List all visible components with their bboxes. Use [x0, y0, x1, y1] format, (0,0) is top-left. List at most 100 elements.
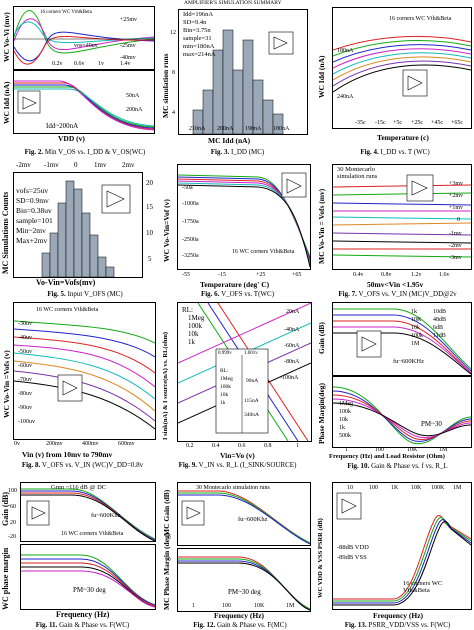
fig3-stat-3: Bin=3.75n	[183, 27, 211, 34]
fig13-caption-text: PSRR_VDD/VSS vs. F(WC)	[368, 621, 451, 629]
fig7-tick-y-5: -1mv	[449, 231, 462, 237]
fig11-gain-note: Gmn ~116 dB @ DC	[51, 484, 107, 491]
fig13-caption-num: Fig. 13.	[344, 621, 367, 629]
fig7-note: 30 Montecarlo simulation runs	[337, 166, 378, 180]
fig9-tick-y-3: -60nA	[284, 343, 300, 349]
fig2-tick-y-2: -25mv	[120, 43, 136, 49]
fig2-tick-y-3: -40mv	[120, 55, 136, 61]
fig7-tick-y-3: +1mv	[449, 205, 464, 211]
fig8-tick-y-1: -30uv	[18, 321, 32, 327]
fig12-bottom-plot: PM~30 deg 1 100 10K 1M	[177, 548, 311, 612]
fig4-tick-y-1: 180nA	[337, 48, 354, 54]
fig3-plot: Idd=196nA SD=9.4n Bin=3.75n sample=31 mi…	[178, 9, 308, 135]
fig10-pm-label-3: 10k	[339, 417, 348, 423]
fig7-tick-y-4: 0	[457, 217, 460, 223]
fig8-tick-y-5: -70uv	[18, 377, 32, 383]
fig2-tick-x-2: 0.6v	[74, 61, 85, 67]
fig8-xlabel: Vin (v) from 10mv to 790mv	[22, 450, 113, 459]
fig2-tick-x-1: 0.2v	[52, 61, 63, 67]
fig9-caption-num: Fig. 9.	[178, 461, 198, 469]
fig2-tick-x-4: 1.4v	[120, 61, 131, 67]
fig9-tick-x-5: 1	[296, 443, 299, 449]
fig9-inset-10: 340nA	[244, 412, 259, 418]
fig4-tick-x-2: -15c	[375, 120, 386, 126]
fig3-tick-x-2: 200nA	[217, 126, 234, 132]
fig8-tick-y-3: -50uv	[18, 349, 32, 355]
fig10-bottom-svg	[333, 386, 471, 445]
fig4-caption-text: I_DD vs. T (WC)	[380, 148, 430, 156]
fig5-top-tick-2: -1mv	[44, 161, 59, 169]
fig8-tick-y-7: -90uv	[18, 405, 32, 411]
fig9-ylabel: I sink(nA) & I source(nA) vs. RL(ohm)	[162, 331, 169, 440]
fig10-pm-label-5: 500k	[339, 433, 351, 439]
fig3-stat-6: max=214nA	[183, 51, 216, 58]
fig9-rl-4: 10k	[188, 330, 199, 338]
fig6-tick-x-4: +65	[292, 272, 302, 278]
fig3-tick-x-1: 210nA	[189, 126, 206, 132]
fig8-tick-x-2: 200mv	[46, 441, 63, 447]
fig12-xlabel: Frequency (Hz)	[214, 611, 265, 620]
fig10-tick-x-3: 10K	[407, 447, 418, 453]
fig2-bottom-tick-y-2: 200nA	[126, 107, 143, 113]
fig12-caption: Fig. 12. Gain & Phase vs. F(MC)	[170, 621, 310, 629]
fig9-tick-y-4: -80nA	[284, 359, 300, 365]
fig13-tick-x-4: 10K	[411, 485, 422, 491]
fig11-top-svg	[21, 488, 155, 541]
fig3-stat-1: Idd=196nA	[183, 11, 214, 18]
figure-11: Gmn ~116 dB @ DC fu~600Khz 16 WC corners…	[0, 470, 160, 630]
fig7-tick-y-7: -3mv	[449, 255, 462, 261]
fig3-svg	[192, 29, 294, 134]
fig11-fu-note: fu~600Khz	[91, 512, 121, 519]
fig10-fu-note: fu~600KHz	[393, 358, 424, 365]
fig12-caption-text: Gain & Phase vs. F(MC)	[216, 621, 287, 629]
fig5-stat-2: SD=0.9mv	[16, 196, 49, 205]
fig9-rl-2: 1Meg	[188, 314, 205, 322]
fig10-gain-label-4: 100k	[411, 333, 423, 339]
fig2-caption-num: Fig. 2.	[24, 148, 44, 156]
fig7-caption: Fig. 7. V_OFS vs. V_IN (MC)V_DD@2v	[325, 290, 470, 298]
fig7-caption-num: Fig. 7.	[338, 290, 357, 298]
fig6-caption: Fig. 6. V_OFS vs. T(WC)	[170, 290, 305, 298]
fig11-caption-num: Fig. 11.	[35, 621, 58, 629]
fig12-tick-x-1: 1	[192, 603, 195, 609]
fig10-gain-label-1: 1k	[411, 309, 417, 315]
fig6-tick-x-2: -15	[218, 272, 226, 278]
fig5-stat-3: Bin=0.38uv	[16, 206, 52, 215]
fig7-tick-y-1: +3mv	[449, 181, 464, 187]
fig7-svg	[333, 174, 471, 258]
fig12-top-plot: 30 Montecarlo simulation runs fu~600Khz	[177, 482, 311, 546]
fig13-note-2: -89dB VSS	[337, 554, 367, 561]
fig4-tick-x-1: -35c	[355, 120, 366, 126]
fig7-tick-x-1: 0.4v	[353, 272, 364, 278]
fig4-tick-x-4: +25c	[411, 120, 424, 126]
fig3-tick-y-2: 8	[172, 70, 175, 76]
fig13-tick-x-1: 10	[347, 485, 353, 491]
fig2-bottom-plot: 50nA 200nA Idd~200nA	[13, 70, 155, 134]
fig9-tick-y-1: 20nA	[286, 309, 300, 315]
fig7-ylabel: MC Vo-Vin = Vofs (mv)	[317, 188, 326, 264]
figure-6: -50a -1000a -1750a -2500a -3250a 16 WC c…	[160, 160, 315, 300]
fig8-tick-y-8: -100uv	[18, 419, 35, 425]
fig10-caption: Fig. 10. Gain & Phase vs. f vs. R_L	[325, 462, 470, 470]
fig10-tick-x-1: 1	[345, 447, 348, 453]
fig12-pm-note: PM~30 deg	[228, 588, 261, 596]
fig12-tick-x-2: 100	[222, 603, 231, 609]
fig5-tick-y-3: 10	[146, 229, 153, 237]
fig2-bottom-note: Idd~200nA	[46, 122, 79, 130]
fig4-tick-x-5: +45c	[431, 120, 444, 126]
fig10-pm-note: PM~30	[421, 420, 442, 428]
fig6-xlabel: Temperature (deg' C)	[200, 280, 270, 289]
fig12-fu-note: fu~600Khz	[238, 516, 268, 523]
fig8-caption: Fig. 8. V_OFS vs. V_IN (WC)V_DD=0.8v	[10, 461, 155, 469]
fig13-note-3: 16 corners WC Vth&Beta	[403, 580, 443, 594]
fig3-stat-2: SD=9.4n	[183, 19, 207, 26]
fig13-tick-x-2: 100	[369, 485, 378, 491]
fig3-stat-4: sample=31	[183, 35, 212, 42]
fig9-xlabel: Vin=Vo (v)	[220, 451, 255, 460]
fig8-tick-y-2: -40uv	[18, 335, 32, 341]
fig9-inset-6: 10k	[220, 392, 229, 398]
fig8-svg	[14, 320, 155, 430]
fig5-stat-6: Max+2mv	[16, 236, 48, 245]
fig8-plot: 16 WC corners Vth&Beta -30uv -40uv -50uv…	[13, 302, 156, 440]
fig13-note-1: -88dB VDD	[337, 544, 369, 551]
